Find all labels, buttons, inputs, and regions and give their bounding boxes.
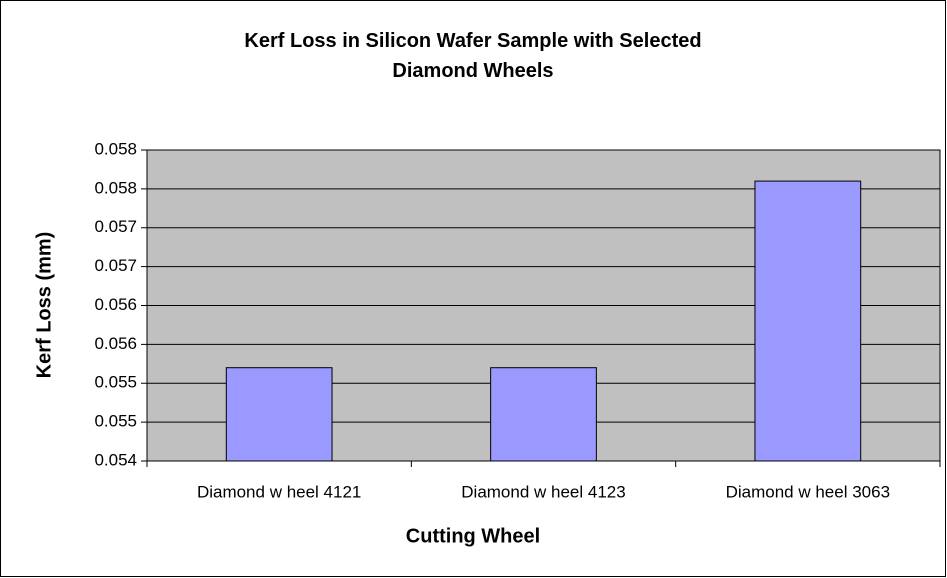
y-tick-label: 0.057	[94, 217, 137, 236]
y-tick-label: 0.058	[94, 139, 137, 158]
y-axis-title: Kerf Loss (mm)	[33, 232, 55, 379]
y-tick-label: 0.055	[94, 373, 137, 392]
y-tick-label: 0.056	[94, 295, 137, 314]
x-tick-label: Diamond w heel 4123	[461, 482, 625, 501]
bar	[754, 180, 862, 462]
x-tick-label: Diamond w heel 4121	[197, 482, 361, 501]
y-tick-label: 0.054	[94, 450, 137, 469]
bar	[225, 367, 333, 462]
chart-title: Kerf Loss in Silicon Wafer Sample with S…	[244, 30, 702, 82]
y-tick-label: 0.057	[94, 256, 137, 275]
y-tick-label: 0.058	[94, 178, 137, 197]
bar	[490, 367, 597, 462]
x-tick-label: Diamond w heel 3063	[726, 482, 890, 501]
y-tick-label: 0.056	[94, 334, 137, 353]
x-axis-title: Cutting Wheel	[406, 525, 540, 547]
y-tick-label: 0.055	[94, 412, 137, 431]
